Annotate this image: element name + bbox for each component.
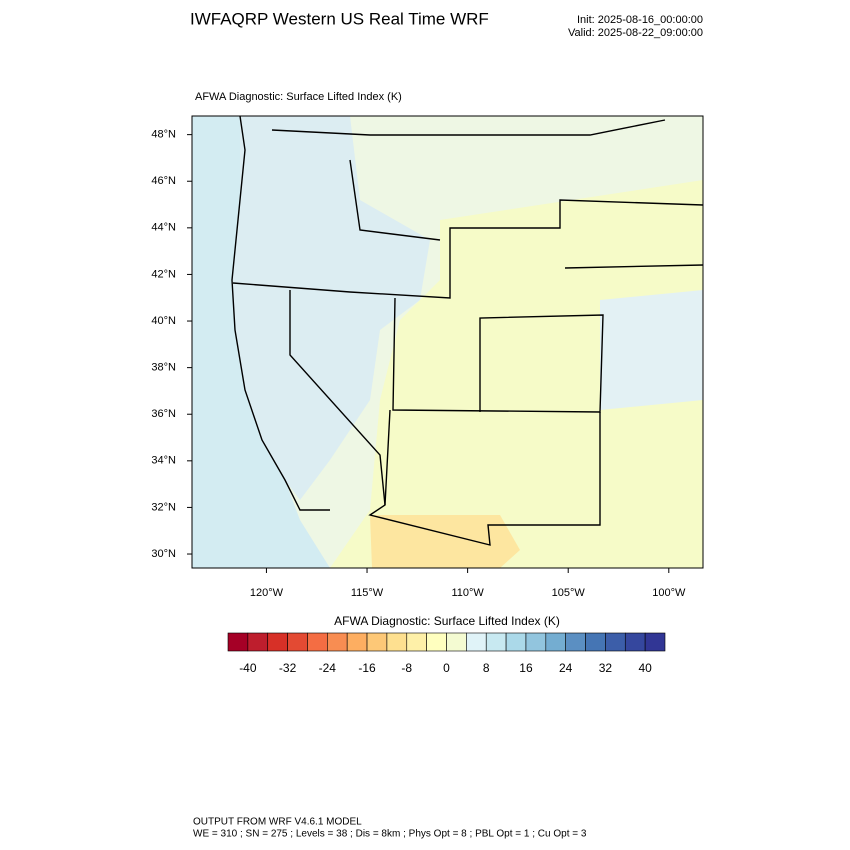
- footer-line: WE = 310 ; SN = 275 ; Levels = 38 ; Dis …: [193, 829, 587, 840]
- colorbar-box: [525, 632, 547, 652]
- colorbar-box: [386, 632, 408, 652]
- lat-label: 48°N: [151, 129, 176, 141]
- colorbar-box: [466, 632, 487, 652]
- colorbar-box: [605, 632, 626, 652]
- state-lines: [349, 159, 441, 241]
- lat-label: 30°N: [151, 548, 176, 560]
- colorbar-box: [565, 632, 586, 652]
- lat-label: 42°N: [151, 268, 176, 280]
- lon-label: 110°W: [451, 587, 484, 599]
- stable-region: [232, 116, 430, 500]
- colorbar-label: -32: [279, 661, 297, 675]
- state-lines: [564, 264, 704, 269]
- footer-line: OUTPUT FROM WRF V4.6.1 MODEL: [193, 817, 362, 828]
- colorbar-box: [624, 632, 646, 652]
- colorbar-box: [406, 632, 427, 652]
- lat-label: 32°N: [151, 501, 176, 513]
- lat-label: 38°N: [151, 362, 176, 374]
- map-title: AFWA Diagnostic: Surface Lifted Index (K…: [195, 91, 402, 103]
- border-canada: [271, 119, 666, 136]
- colorbar-label: -40: [239, 661, 257, 675]
- page-title: IWFAQRP Western US Real Time WRF: [190, 9, 489, 28]
- colorbar-box: [426, 632, 447, 652]
- colorbar-label: 24: [559, 661, 573, 675]
- colorbar-label: 16: [519, 661, 533, 675]
- lon-label: 105°W: [552, 587, 586, 599]
- lat-label: 40°N: [151, 315, 176, 327]
- colorbar-box: [585, 632, 606, 652]
- neutral-region: [330, 180, 703, 568]
- colorbar-box: [307, 632, 328, 652]
- colorbar-label: 8: [483, 661, 490, 675]
- valid-time: Valid: 2025-08-22_09:00:00: [568, 27, 703, 39]
- state-lines: [232, 199, 704, 299]
- state-lines: [289, 290, 386, 506]
- colorbar-box: [346, 632, 368, 652]
- colorbar-box: [327, 632, 348, 652]
- colorbar-title: AFWA Diagnostic: Surface Lifted Index (K…: [334, 614, 560, 628]
- colorbar-box: [644, 632, 666, 652]
- lat-label: 36°N: [151, 408, 176, 420]
- colorbar-label: 0: [443, 661, 450, 675]
- map-frame: [191, 115, 704, 569]
- lon-label: 115°W: [351, 587, 384, 599]
- lat-label: 46°N: [151, 175, 176, 187]
- lat-label: 34°N: [151, 455, 176, 467]
- colorbar-label: -8: [401, 661, 412, 675]
- init-time: Init: 2025-08-16_00:00:00: [577, 14, 703, 26]
- colorbar-box: [446, 632, 467, 652]
- colorbar-box: [505, 632, 527, 652]
- stable-region-east: [600, 290, 703, 410]
- colorbar-box: [227, 632, 249, 652]
- map: [191, 115, 704, 569]
- lat-label: 44°N: [151, 222, 176, 234]
- lon-label: 100°W: [652, 587, 686, 599]
- colorbar-box: [485, 632, 507, 652]
- state-lines: [392, 297, 604, 413]
- colorbar-box: [287, 632, 308, 652]
- colorbar-box: [267, 632, 288, 652]
- colorbar-box: [366, 632, 388, 652]
- colorbar-label: 40: [638, 661, 652, 675]
- colorbar-box: [545, 632, 566, 652]
- coastline: [231, 115, 330, 511]
- lon-label: 120°W: [250, 587, 284, 599]
- unstable-region: [370, 515, 520, 568]
- colorbar-label: -16: [358, 661, 376, 675]
- colorbar-label: 32: [599, 661, 613, 675]
- colorbar-label: -24: [319, 661, 337, 675]
- borders: [231, 115, 704, 546]
- state-lines: [368, 409, 601, 546]
- colorbar-box: [247, 632, 269, 652]
